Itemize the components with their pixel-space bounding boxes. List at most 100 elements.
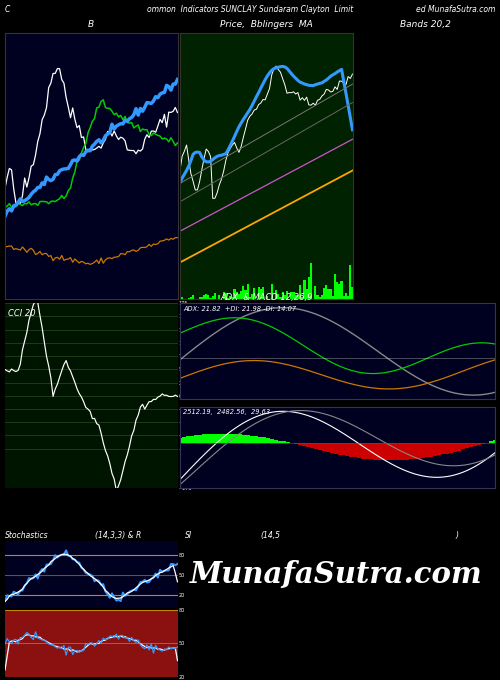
Bar	[334, 443, 338, 454]
Bar	[350, 443, 354, 457]
Bar	[297, 295, 299, 299]
Bar	[370, 443, 374, 460]
Bar	[203, 295, 205, 299]
Bar	[192, 295, 194, 299]
Bar	[206, 434, 210, 443]
Text: CCI 20: CCI 20	[8, 309, 36, 318]
Bar	[270, 284, 273, 299]
Bar	[254, 436, 258, 443]
Bar	[310, 443, 314, 448]
Bar	[262, 287, 264, 299]
Bar	[230, 434, 234, 443]
Bar	[366, 443, 370, 459]
Bar	[242, 435, 246, 443]
Bar	[354, 443, 358, 458]
Text: SI: SI	[185, 531, 192, 540]
Bar	[425, 443, 429, 458]
Bar	[274, 440, 278, 443]
Bar	[222, 292, 225, 299]
Bar	[310, 263, 312, 299]
Text: ): )	[455, 531, 458, 540]
Bar	[210, 298, 212, 299]
Bar	[314, 286, 316, 299]
Bar	[414, 443, 417, 459]
Bar	[214, 434, 218, 443]
Bar	[461, 443, 465, 449]
Bar	[249, 297, 251, 299]
Bar	[232, 297, 234, 299]
Bar	[326, 443, 330, 452]
Bar	[318, 297, 321, 299]
Bar	[275, 290, 277, 299]
Bar	[328, 290, 330, 299]
Bar	[314, 443, 318, 449]
Bar	[246, 435, 250, 443]
Bar	[306, 443, 310, 447]
Bar	[292, 292, 294, 299]
Bar	[345, 293, 347, 299]
Bar	[321, 295, 323, 299]
Bar	[489, 441, 493, 443]
Bar	[286, 292, 288, 299]
Text: Bands 20,2: Bands 20,2	[400, 20, 450, 29]
Bar	[358, 443, 362, 458]
Bar	[190, 297, 192, 299]
Bar	[473, 443, 477, 446]
Bar	[417, 443, 421, 458]
Bar	[188, 298, 190, 299]
Bar	[340, 281, 342, 299]
Bar	[374, 443, 378, 460]
Bar	[453, 443, 457, 452]
Bar	[250, 436, 254, 443]
Bar	[198, 435, 202, 443]
Bar	[394, 443, 398, 460]
Bar	[234, 289, 235, 299]
Bar	[244, 290, 246, 299]
Bar	[238, 294, 240, 299]
Bar	[398, 443, 402, 460]
Bar	[390, 443, 394, 460]
Bar	[306, 289, 308, 299]
Bar	[493, 440, 497, 443]
Bar	[178, 437, 182, 443]
Bar	[290, 292, 292, 299]
Bar	[386, 443, 390, 460]
Bar	[406, 443, 409, 460]
Bar	[302, 443, 306, 446]
Bar	[266, 438, 270, 443]
Bar	[338, 443, 342, 454]
Bar	[477, 443, 481, 445]
Bar	[429, 443, 433, 457]
Bar	[181, 297, 184, 299]
Text: Price,  Bblingers  MA: Price, Bblingers MA	[220, 20, 312, 29]
Bar	[382, 443, 386, 460]
Bar	[258, 287, 260, 299]
Bar	[284, 295, 286, 299]
Bar	[222, 434, 226, 443]
Bar	[349, 265, 352, 299]
Text: (14,3,3) & R: (14,3,3) & R	[95, 531, 142, 540]
Bar	[258, 437, 262, 443]
Bar	[282, 441, 286, 443]
Bar	[294, 443, 298, 444]
Bar	[270, 439, 274, 443]
Text: B: B	[88, 20, 94, 29]
Bar	[433, 443, 437, 456]
Bar	[378, 443, 382, 460]
Bar	[251, 294, 253, 299]
Bar	[242, 286, 244, 299]
Bar	[325, 286, 328, 299]
Bar	[481, 443, 485, 444]
Bar	[301, 297, 304, 299]
Bar	[316, 295, 318, 299]
Bar	[469, 443, 473, 447]
Text: Stochastics: Stochastics	[5, 531, 49, 540]
Bar	[182, 437, 186, 443]
Bar	[330, 288, 332, 299]
Bar	[253, 288, 256, 299]
Bar	[410, 443, 414, 460]
Text: (14,5: (14,5	[260, 531, 280, 540]
Bar	[202, 435, 206, 443]
Bar	[225, 293, 227, 299]
Bar	[299, 285, 301, 299]
